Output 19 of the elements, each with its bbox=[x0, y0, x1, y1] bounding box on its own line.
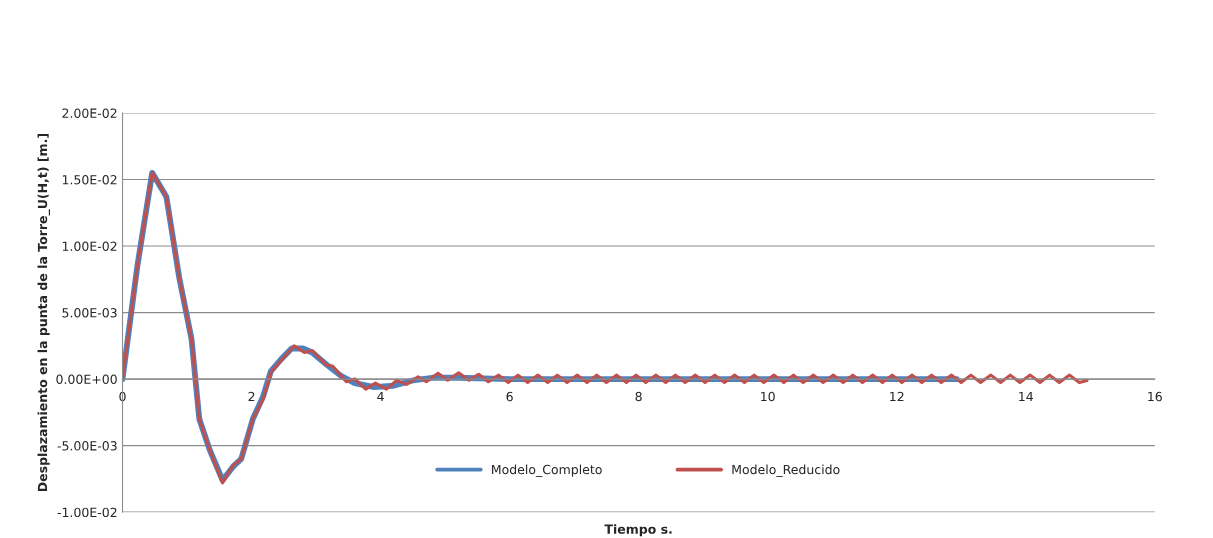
x-tick-label: 12 bbox=[890, 391, 904, 402]
x-tick-label: 4 bbox=[377, 392, 384, 402]
x-tick-label: 14 bbox=[1019, 392, 1033, 402]
x-tick-label: 2 bbox=[248, 391, 255, 402]
x-tick-label: 10 bbox=[761, 391, 775, 402]
legend-label: Modelo_Completo bbox=[492, 464, 602, 477]
legend-label: Modelo_Reducido bbox=[732, 464, 840, 477]
x-tick-label: 6 bbox=[506, 391, 513, 402]
y-axis-title: Desplazamiento en la punta de la Torre_U(H,t) [m.] bbox=[37, 134, 50, 492]
y-tick-label: -1.00E-02 bbox=[57, 507, 117, 518]
y-tick-label: 1.00E-02 bbox=[62, 241, 117, 251]
x-axis-title: Tiempo s. bbox=[604, 524, 672, 537]
y-tick-label: 5.00E-03 bbox=[62, 308, 117, 318]
x-tick-label: 16 bbox=[1148, 391, 1162, 402]
y-tick-label: 0.00E+00 bbox=[56, 374, 117, 385]
y-tick-label: -5.00E-03 bbox=[57, 441, 117, 451]
x-tick-label: 8 bbox=[635, 391, 642, 402]
y-tick-label: 2.00E-02 bbox=[62, 108, 117, 118]
y-tick-label: 1.50E-02 bbox=[62, 174, 117, 185]
